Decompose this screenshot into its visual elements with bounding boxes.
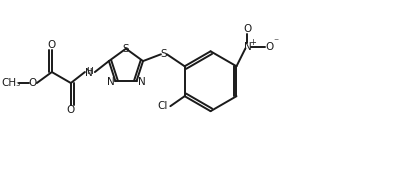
Text: N: N — [107, 77, 115, 87]
Text: ⁻: ⁻ — [273, 37, 278, 47]
Text: N: N — [138, 77, 145, 87]
Text: Cl: Cl — [157, 101, 167, 111]
Text: O: O — [67, 105, 75, 115]
Text: +: + — [249, 38, 256, 47]
Text: O: O — [265, 42, 274, 52]
Text: CH₃: CH₃ — [1, 78, 21, 88]
Text: S: S — [123, 44, 129, 54]
Text: N: N — [85, 68, 93, 78]
Text: H: H — [87, 67, 93, 76]
Text: O: O — [48, 40, 56, 50]
Text: S: S — [161, 49, 167, 59]
Text: N: N — [243, 42, 251, 52]
Text: O: O — [29, 78, 37, 88]
Text: O: O — [243, 24, 252, 34]
